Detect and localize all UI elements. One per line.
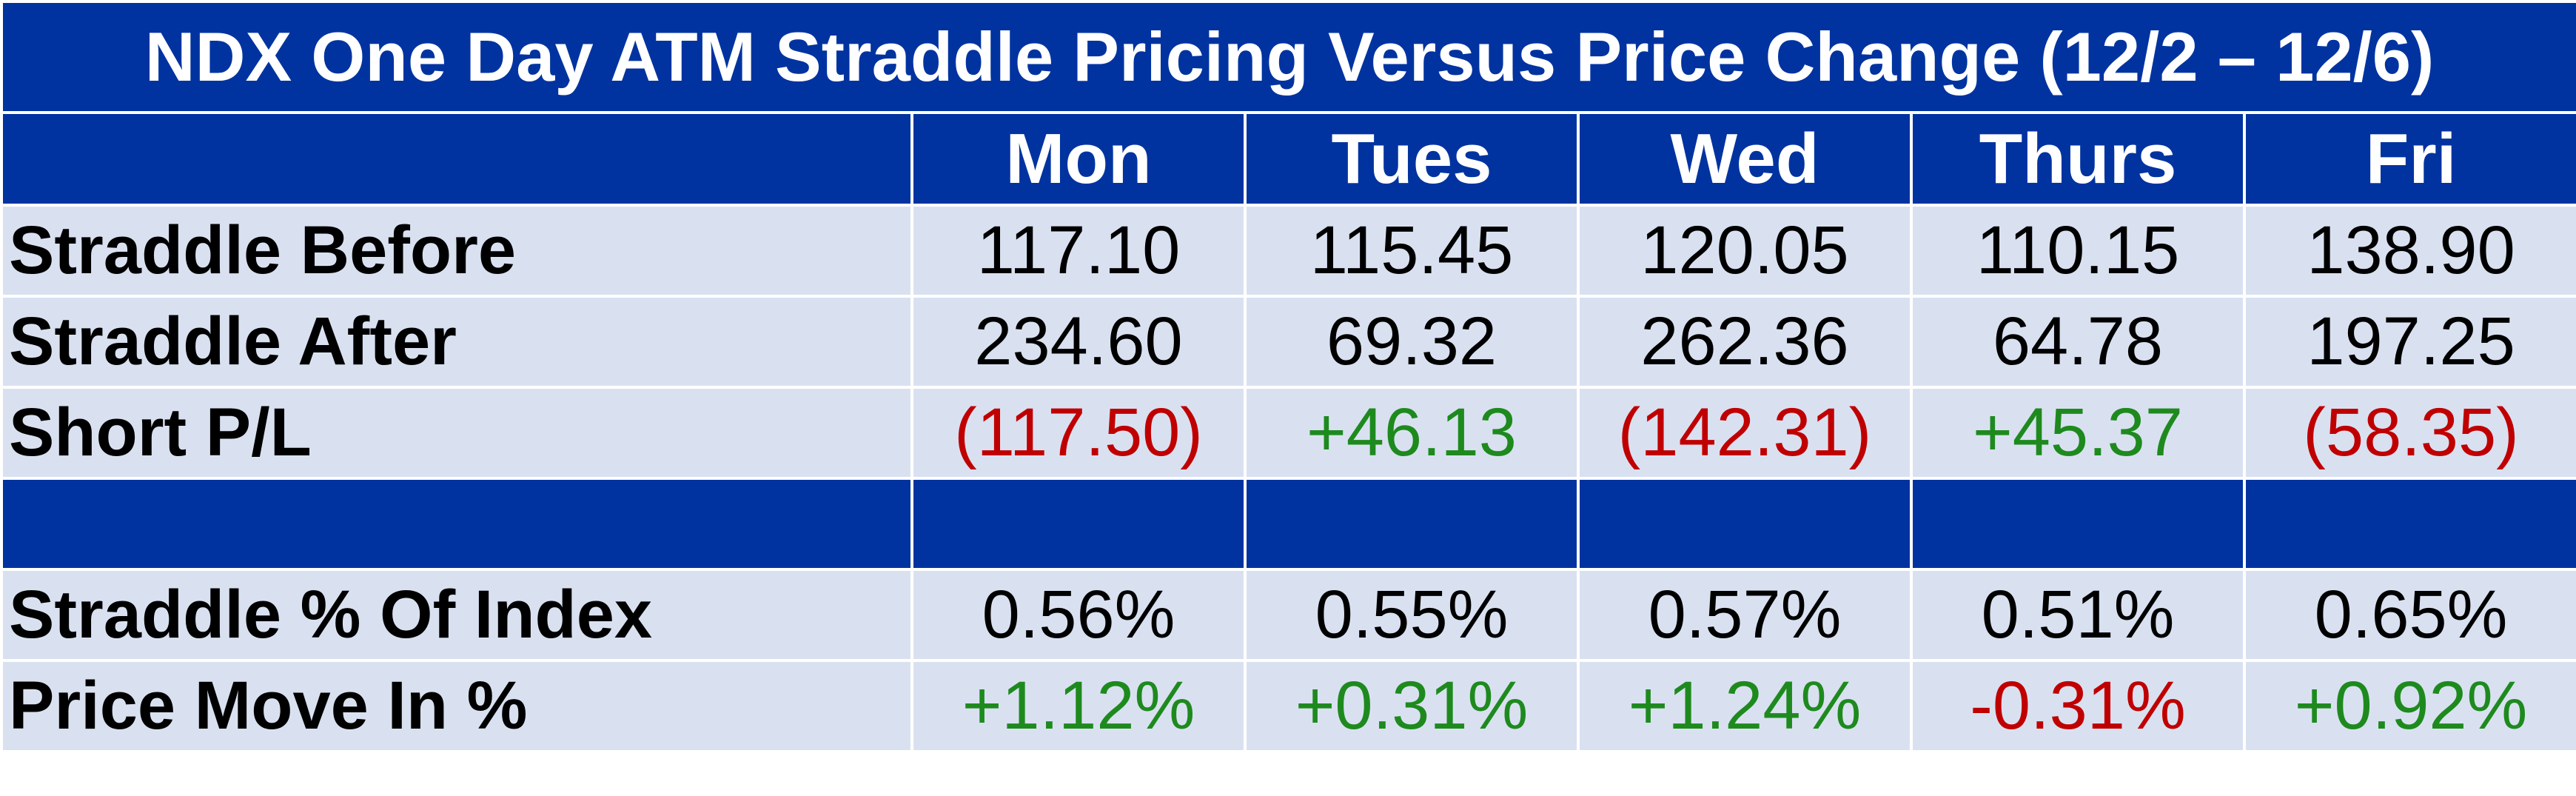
spacer-cell [0, 477, 913, 571]
value-cell: 115.45 [1244, 204, 1580, 298]
value-cell: +1.24% [1577, 659, 1913, 753]
day-header-thurs: Thurs [1910, 111, 2246, 207]
row-label: Straddle After [0, 295, 913, 389]
spacer-cell [2242, 477, 2576, 571]
value-cell: 69.32 [1244, 295, 1580, 389]
value-cell: +0.31% [1244, 659, 1580, 753]
row-label: Straddle % Of Index [0, 568, 913, 662]
title-row: NDX One Day ATM Straddle Pricing Versus … [0, 0, 2576, 114]
value-cell: 110.15 [1910, 204, 2246, 298]
value-cell: 262.36 [1577, 295, 1913, 389]
spacer-cell [1910, 477, 2246, 571]
table-row-price-move-pct: Price Move In % +1.12% +0.31% +1.24% -0.… [0, 659, 2576, 753]
value-cell: +0.92% [2242, 659, 2576, 753]
value-cell: 138.90 [2242, 204, 2576, 298]
spacer-cell [1244, 477, 1580, 571]
table-row-straddle-pct: Straddle % Of Index 0.56% 0.55% 0.57% 0.… [0, 568, 2576, 662]
value-cell: +45.37 [1910, 386, 2246, 480]
value-cell: 120.05 [1577, 204, 1913, 298]
value-cell: -0.31% [1910, 659, 2246, 753]
value-cell: +46.13 [1244, 386, 1580, 480]
day-header-mon: Mon [910, 111, 1247, 207]
row-label: Short P/L [0, 386, 913, 480]
value-cell: 0.51% [1910, 568, 2246, 662]
table-row-straddle-after: Straddle After 234.60 69.32 262.36 64.78… [0, 295, 2576, 389]
spacer-cell [1577, 477, 1913, 571]
value-cell: 0.55% [1244, 568, 1580, 662]
value-cell: 0.65% [2242, 568, 2576, 662]
value-cell: +1.12% [910, 659, 1247, 753]
table-row-short-pl: Short P/L (117.50) +46.13 (142.31) +45.3… [0, 386, 2576, 480]
day-header-wed: Wed [1577, 111, 1913, 207]
value-cell: 117.10 [910, 204, 1247, 298]
value-cell: 0.57% [1577, 568, 1913, 662]
straddle-table: NDX One Day ATM Straddle Pricing Versus … [0, 0, 2576, 753]
day-header-fri: Fri [2242, 111, 2576, 207]
table-row-straddle-before: Straddle Before 117.10 115.45 120.05 110… [0, 204, 2576, 298]
value-cell: 64.78 [1910, 295, 2246, 389]
value-cell: (142.31) [1577, 386, 1913, 480]
row-label: Price Move In % [0, 659, 913, 753]
table-title: NDX One Day ATM Straddle Pricing Versus … [0, 0, 2576, 114]
day-header-row: Mon Tues Wed Thurs Fri [0, 111, 2576, 207]
value-cell: 0.56% [910, 568, 1247, 662]
value-cell: 234.60 [910, 295, 1247, 389]
value-cell: (117.50) [910, 386, 1247, 480]
day-header-tues: Tues [1244, 111, 1580, 207]
row-label: Straddle Before [0, 204, 913, 298]
spacer-row [0, 477, 2576, 571]
header-blank-cell [0, 111, 913, 207]
spacer-cell [910, 477, 1247, 571]
value-cell: (58.35) [2242, 386, 2576, 480]
value-cell: 197.25 [2242, 295, 2576, 389]
